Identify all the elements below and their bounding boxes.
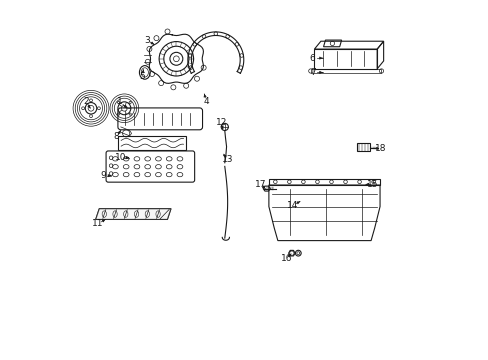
Text: 17: 17	[254, 180, 266, 189]
Text: 13: 13	[221, 155, 233, 164]
Text: 4: 4	[203, 96, 208, 105]
Text: 12: 12	[215, 118, 226, 127]
Text: 3: 3	[144, 36, 149, 45]
Polygon shape	[96, 209, 171, 220]
Text: 1: 1	[117, 96, 122, 105]
Text: 15: 15	[366, 180, 378, 189]
Bar	[310, 69, 381, 73]
Bar	[268, 179, 379, 185]
Text: 2: 2	[83, 96, 89, 105]
Text: 5: 5	[140, 72, 145, 81]
Text: 16: 16	[280, 255, 292, 264]
Text: 14: 14	[286, 201, 298, 210]
Text: 8: 8	[113, 132, 119, 141]
Text: 18: 18	[374, 144, 386, 153]
Text: 11: 11	[92, 219, 104, 228]
Text: 7: 7	[309, 68, 315, 77]
Text: 10: 10	[115, 153, 126, 162]
Text: 9: 9	[100, 171, 105, 180]
Text: 6: 6	[309, 54, 315, 63]
Bar	[357, 143, 369, 151]
